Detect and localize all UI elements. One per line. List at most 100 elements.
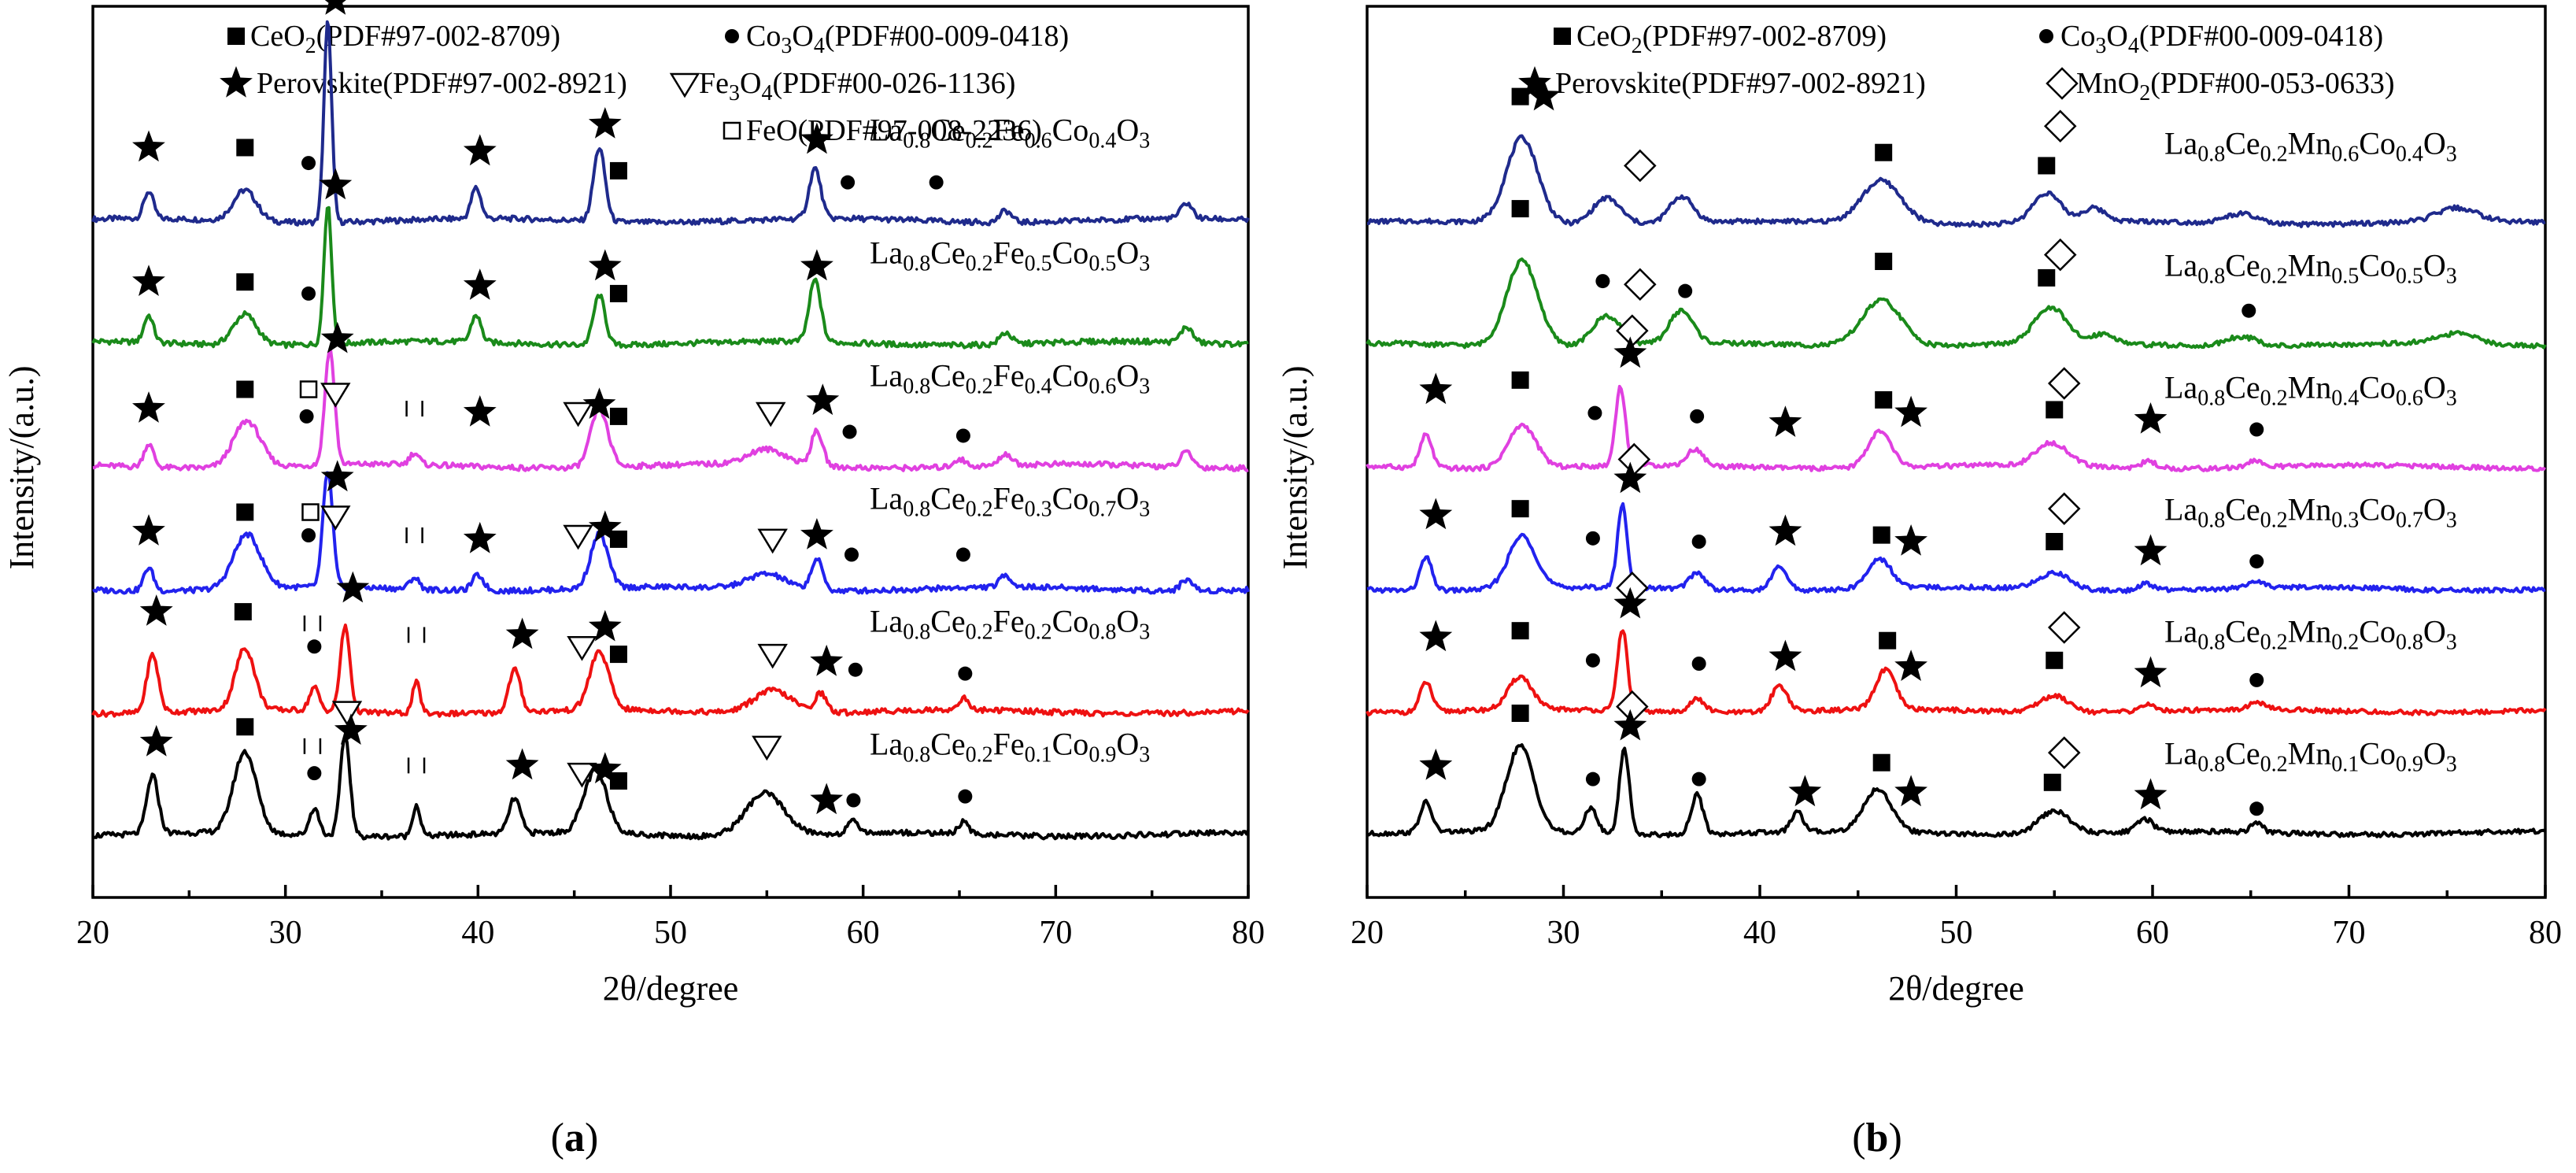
phase-marker-star-icon: [1419, 498, 1453, 530]
phase-marker-star-icon: [588, 107, 622, 139]
phase-marker-square-icon: [1879, 631, 1897, 649]
panel-b: 20 30 40 50 60 70 80 2θ/degree Intensity/(a.u.) (…: [1276, 5, 2562, 1160]
phase-marker-circle-icon: [301, 286, 316, 301]
series-La0.8Ce0.2Mn0.2Co0.8O3: La0.8Ce0.2Mn0.2Co0.8O3: [1366, 572, 2547, 716]
phase-marker-circle-icon: [955, 547, 970, 562]
phase-marker-diamond-icon: [1624, 268, 1657, 302]
x-tick-label: 40: [461, 915, 494, 951]
phase-marker-open-square-icon: [299, 380, 318, 398]
phase-marker-circle-icon: [301, 528, 316, 542]
phase-marker-circle-icon: [1690, 409, 1705, 424]
phase-marker-square-icon: [236, 139, 254, 157]
phase-marker-circle-icon: [958, 789, 973, 804]
x-tick-label: 60: [847, 915, 880, 951]
phase-marker-star-icon: [320, 321, 354, 353]
phase-marker-star-icon: [463, 521, 497, 553]
x-tick-label: 30: [269, 915, 302, 951]
legend-square-icon: [227, 28, 245, 45]
phase-marker-triangle-icon: [563, 524, 593, 550]
phase-marker-diamond-icon: [2047, 367, 2081, 400]
x-tick-label: 20: [1351, 915, 1384, 951]
phase-marker-star-icon: [139, 724, 173, 757]
phase-marker-circle-icon: [844, 547, 859, 562]
phase-marker-circle-icon: [1595, 274, 1610, 289]
legend-label: Fe3O4(PDF#00-026-1136): [699, 67, 1015, 105]
phase-marker-star-icon: [2134, 534, 2168, 566]
phase-marker-square-icon: [609, 772, 627, 790]
legend-label: CeO2(PDF#97-002-8709): [1576, 20, 1887, 58]
phase-marker-star-icon: [1894, 395, 1927, 427]
phase-marker-square-icon: [2046, 651, 2064, 669]
x-axis-title-a: 2θ/degree: [603, 969, 739, 1008]
phase-marker-square-icon: [1875, 143, 1893, 161]
series-label: La0.8Ce0.2Mn0.5Co0.5O3: [2164, 248, 2457, 289]
series-label: La0.8Ce0.2Mn0.1Co0.9O3: [2164, 736, 2457, 777]
phase-marker-triangle-icon: [757, 643, 788, 669]
phase-marker-triangle-icon: [567, 636, 597, 661]
phase-marker-circle-icon: [955, 428, 970, 443]
x-tick-label: 60: [2136, 915, 2169, 951]
phase-marker-star-icon: [1613, 461, 1647, 494]
series-La0.8Ce0.2Fe0.2Co0.8O3: La0.8Ce0.2Fe0.2Co0.8O3: [91, 571, 1250, 718]
panel-letter: b: [1866, 1116, 1889, 1160]
phase-marker-square-icon: [1511, 705, 1529, 722]
phase-marker-ticks-icon: [407, 627, 426, 643]
legend-label: MnO2(PDF#00-053-0633): [2076, 67, 2395, 105]
series-La0.8Ce0.2Fe0.6Co0.4O3: La0.8Ce0.2Fe0.6Co0.4O3: [91, 0, 1250, 227]
phase-marker-triangle-icon: [320, 383, 351, 408]
phase-marker-ticks-icon: [405, 401, 423, 417]
phase-marker-star-icon: [505, 748, 539, 780]
phase-marker-circle-icon: [842, 424, 857, 439]
legend-entry: Fe3O4(PDF#00-026-1136): [669, 67, 1015, 105]
phase-marker-square-icon: [1872, 753, 1890, 772]
xrd-pattern-line: [1366, 743, 2547, 838]
phase-marker-circle-icon: [848, 662, 863, 677]
phase-marker-star-icon: [463, 268, 497, 300]
phase-marker-star-icon: [800, 518, 833, 549]
legend-label: Perovskite(PDF#97-002-8921): [257, 67, 627, 100]
phase-marker-circle-icon: [1585, 531, 1600, 546]
phase-marker-star-icon: [1788, 775, 1822, 807]
phase-marker-circle-icon: [2249, 554, 2264, 569]
series-label: La0.8Ce0.2Fe0.4Co0.6O3: [870, 358, 1150, 399]
phase-marker-circle-icon: [841, 175, 856, 190]
phase-marker-circle-icon: [299, 409, 314, 424]
legend-entry: CeO2(PDF#97-002-8709): [1554, 20, 1887, 58]
phase-marker-circle-icon: [1691, 535, 1706, 549]
series-label: La0.8Ce0.2Mn0.6Co0.4O3: [2164, 126, 2457, 167]
panel-a: 20 30 40 50 60 70 80 2θ/degree Intensity/(a.u.) (…: [2, 0, 1265, 1160]
series-La0.8Ce0.2Mn0.6Co0.4O3: La0.8Ce0.2Mn0.6Co0.4O3: [1366, 79, 2546, 228]
panel-caption-a: (a): [551, 1116, 599, 1160]
series-La0.8Ce0.2Fe0.5Co0.5O3: La0.8Ce0.2Fe0.5Co0.5O3: [91, 168, 1249, 350]
y-axis-title-a: Intensity/(a.u.): [2, 365, 41, 569]
phase-marker-star-icon: [334, 713, 368, 745]
phase-marker-square-icon: [1875, 390, 1893, 409]
phase-marker-diamond-icon: [2047, 611, 2081, 644]
phase-marker-circle-icon: [846, 793, 861, 808]
xrd-pattern-line: [92, 471, 1250, 595]
phase-marker-circle-icon: [1585, 772, 1600, 786]
phase-marker-square-icon: [609, 646, 627, 664]
phase-marker-star-icon: [1419, 372, 1453, 405]
xrd-pattern-line: [1366, 257, 2547, 350]
panel-letter: a: [564, 1116, 585, 1160]
legend-entry: Perovskite(PDF#97-002-8921): [220, 66, 627, 100]
x-tick-label: 80: [1232, 915, 1265, 951]
phase-marker-square-icon: [236, 273, 254, 291]
phase-marker-star-icon: [319, 168, 353, 200]
phase-marker-square-icon: [236, 503, 254, 521]
phase-marker-star-icon: [132, 514, 165, 546]
phase-marker-circle-icon: [1691, 657, 1706, 671]
phase-marker-star-icon: [1768, 405, 1802, 437]
phase-marker-circle-icon: [2249, 422, 2264, 437]
phase-marker-ticks-icon: [407, 757, 426, 774]
phase-marker-star-icon: [2134, 656, 2168, 688]
series-label: La0.8Ce0.2Fe0.6Co0.4O3: [870, 113, 1150, 154]
phase-marker-square-icon: [2043, 773, 2061, 791]
xrd-pattern-line: [92, 348, 1249, 472]
x-tick-label: 80: [2529, 915, 2562, 951]
phase-marker-square-icon: [1875, 253, 1893, 270]
phase-marker-circle-icon: [301, 156, 316, 171]
phase-marker-star-icon: [1768, 639, 1802, 672]
phase-marker-star-icon: [800, 249, 833, 281]
